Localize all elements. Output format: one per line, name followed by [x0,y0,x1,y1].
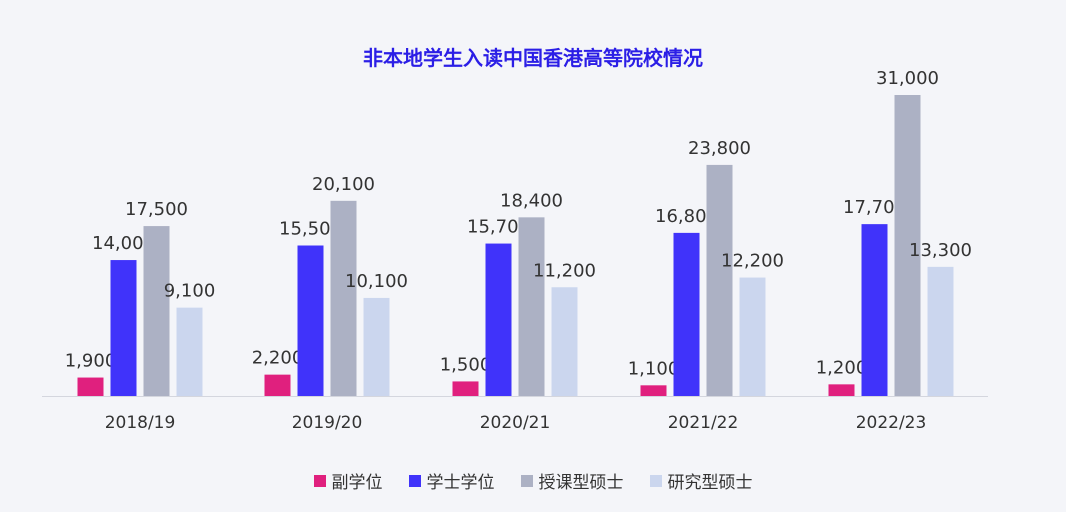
legend-item-3: 授课型硕士 [520,468,624,493]
bar-1-4 [640,385,667,396]
data-label-3-3: 18,400 [500,190,563,211]
legend-label-4: 研究型硕士 [667,473,753,493]
data-label-3-2: 20,100 [312,174,375,195]
data-label-2-5: 17,700 [843,197,906,218]
data-label-1-1: 1,900 [65,351,117,372]
legend-item-1: 副学位 [313,468,383,493]
legend-swatch-2 [408,474,421,487]
data-label-1-4: 1,100 [628,358,680,379]
data-label-1-2: 2,200 [252,348,304,369]
legend-swatch-1 [313,474,326,487]
x-tick-label-2: 2019/20 [292,413,363,433]
bar-4-5 [927,266,954,396]
legend-label-3: 授课型硕士 [538,473,624,493]
data-label-4-3: 11,200 [533,260,596,281]
legend-swatch-3 [520,474,533,487]
bar-2-1 [110,260,137,396]
data-label-3-4: 23,800 [688,138,751,159]
data-label-4-4: 12,200 [721,251,784,272]
data-label-3-1: 17,500 [125,199,188,220]
bar-2-5 [861,224,888,396]
bar-4-2 [363,297,390,396]
bar-3-4 [706,164,733,396]
data-label-3-5: 31,000 [876,68,939,89]
x-tick-label-5: 2022/23 [856,413,927,433]
data-label-1-5: 1,200 [816,357,868,378]
data-label-4-1: 9,100 [164,281,216,302]
data-label-2-4: 16,800 [655,206,718,227]
bar-4-4 [739,277,766,396]
data-label-2-1: 14,000 [92,233,155,254]
chart-title: 非本地学生入读中国香港高等院校情况 [363,46,703,70]
data-label-2-3: 15,700 [467,217,530,238]
legend-item-2: 学士学位 [408,468,495,493]
x-tick-label-1: 2018/19 [105,413,176,433]
legend-swatch-4 [649,474,662,487]
bar-4-3 [551,287,578,396]
data-label-1-3: 1,500 [440,354,492,375]
bar-4-1 [176,307,203,396]
legend-label-1: 副学位 [331,473,383,493]
bar-1-3 [452,381,479,396]
bar-3-2 [330,200,357,396]
data-label-4-5: 13,300 [909,240,972,261]
bar-1-5 [828,384,855,396]
bar-3-3 [518,217,545,396]
bar-2-2 [297,245,324,396]
bar-1-1 [77,377,104,396]
bar-2-3 [485,243,512,396]
data-label-4-2: 10,100 [345,271,408,292]
data-label-2-2: 15,500 [279,219,342,240]
bar-2-4 [673,232,700,396]
chart-legend: 副学位 学士学位 授课型硕士 研究型硕士 [0,468,1066,493]
legend-label-2: 学士学位 [426,473,495,493]
bar-3-5 [894,95,921,396]
bar-1-2 [264,374,291,396]
legend-item-4: 研究型硕士 [649,468,753,493]
bar-3-1 [143,226,170,396]
x-tick-label-4: 2021/22 [668,413,739,433]
x-tick-label-3: 2020/21 [480,413,551,433]
